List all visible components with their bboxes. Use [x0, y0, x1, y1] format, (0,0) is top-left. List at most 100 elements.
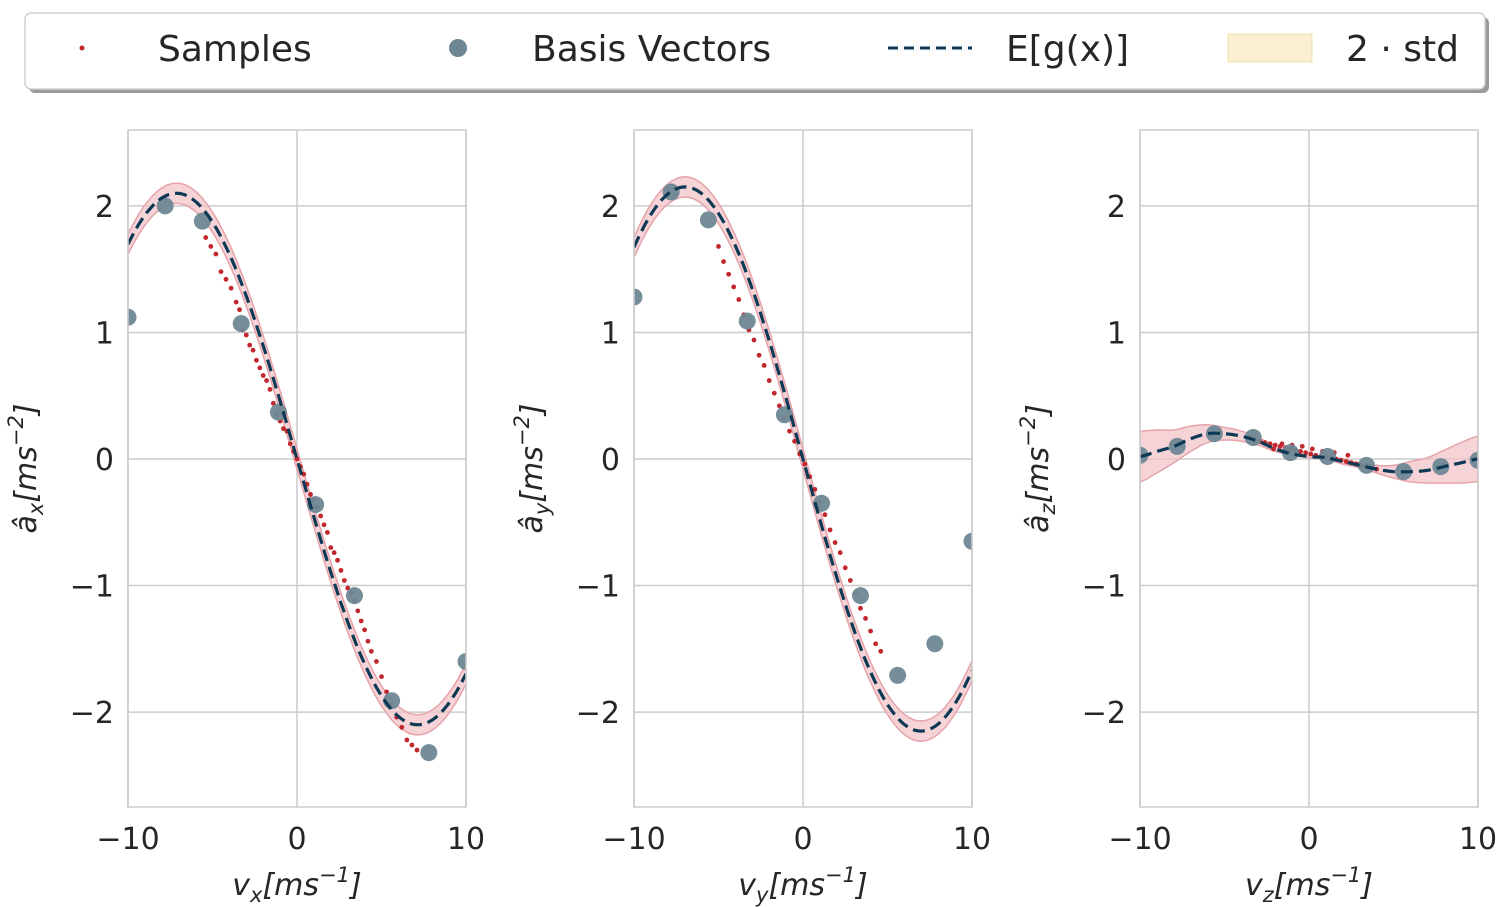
legend-label-basis: Basis Vectors	[532, 29, 771, 70]
y-axis-label: âx[ms−2]	[4, 403, 48, 533]
axes-frame	[127, 129, 467, 808]
sample-point	[308, 492, 313, 497]
basis-vector-point	[193, 212, 211, 230]
sample-point	[409, 742, 415, 748]
sample-point	[203, 235, 209, 240]
plot-area	[128, 182, 466, 762]
x-tick-label: 10	[1459, 822, 1497, 857]
sample-point	[223, 276, 229, 282]
plot-area	[634, 176, 972, 742]
x-tick-label: 0	[1299, 822, 1318, 857]
legend-frame	[24, 12, 1486, 90]
y-tick-label: −2	[576, 696, 620, 731]
y-tick-label: 1	[95, 316, 114, 351]
sample-point	[776, 403, 782, 409]
legend-label-band: 2 · std	[1346, 29, 1459, 70]
sample-point	[338, 567, 344, 573]
sample-point	[257, 365, 263, 371]
x-axis-label: vx[ms−1]	[232, 863, 361, 907]
sample-point	[863, 616, 868, 621]
sample-point	[1303, 450, 1309, 456]
sample-point	[1309, 446, 1315, 452]
sample-point	[837, 550, 843, 556]
y-tick-label: 2	[95, 190, 114, 225]
sample-point	[766, 378, 772, 383]
axes-frame	[633, 129, 973, 808]
sample-point	[756, 352, 762, 358]
basis-vector-point	[269, 403, 287, 421]
sample-point	[281, 426, 286, 432]
sample-point	[270, 400, 276, 406]
sample-point	[260, 373, 266, 378]
x-axis-label: vz[ms−1]	[1245, 863, 1373, 907]
y-tick-label: 1	[601, 316, 620, 351]
sample-point	[399, 724, 405, 730]
x-tick-label: −10	[96, 822, 159, 857]
sample-point	[1299, 443, 1305, 449]
y-tick-label: −1	[1082, 570, 1126, 605]
sample-point	[1279, 441, 1285, 447]
x-tick-label: 10	[953, 822, 991, 857]
basis-vector-point	[232, 315, 250, 333]
sample-point	[228, 285, 234, 291]
sample-point	[404, 737, 410, 743]
sample-point	[716, 244, 721, 249]
sample-point	[832, 540, 838, 545]
legend-label-mean: E[g(x)]	[1006, 29, 1129, 70]
sample-point	[414, 747, 420, 753]
x-tick-label: 10	[447, 822, 485, 857]
sample-point	[1343, 459, 1349, 464]
sample-point	[294, 456, 300, 462]
sample-point	[812, 486, 818, 492]
sample-point	[1298, 449, 1303, 454]
y-tick-label: −1	[576, 570, 620, 605]
y-tick-label: 1	[1107, 316, 1126, 351]
sample-point	[247, 342, 253, 348]
basis-vector-point	[889, 666, 907, 684]
sample-point	[325, 530, 330, 535]
y-tick-label: 2	[1107, 190, 1126, 225]
sample-point	[842, 565, 848, 571]
basis-vector-point	[420, 744, 438, 762]
mean-line	[128, 191, 466, 727]
plot-area	[1140, 424, 1478, 484]
sample-point	[1271, 446, 1276, 452]
legend-label-samples: Samples	[158, 29, 312, 70]
sample-point	[858, 605, 863, 611]
sample-point	[771, 390, 777, 396]
x-tick-label: 0	[793, 822, 812, 857]
basis-vector-point	[851, 587, 869, 605]
sample-point	[787, 428, 792, 434]
basis-vector-point	[738, 312, 756, 330]
legend-basis-marker	[449, 39, 467, 57]
sample-point	[1308, 451, 1314, 457]
basis-vector-point	[156, 197, 174, 215]
basis-vector-point	[128, 308, 137, 326]
sample-point	[1345, 452, 1351, 458]
basis-vector-point	[1281, 444, 1299, 462]
sample-point	[341, 578, 347, 583]
sample-point	[827, 527, 833, 533]
y-tick-label: −2	[1082, 696, 1126, 731]
sample-point	[802, 461, 808, 467]
sample-point	[213, 251, 219, 257]
y-tick-label: 0	[1107, 443, 1126, 478]
legend-band-swatch	[1227, 33, 1313, 63]
sample-point	[374, 659, 379, 664]
sample-point	[847, 578, 853, 583]
sample-point	[751, 337, 757, 343]
basis-vector-point	[1244, 428, 1262, 446]
sample-point	[328, 545, 334, 550]
sample-point	[318, 513, 324, 519]
sample-point	[822, 512, 828, 518]
sample-point	[287, 441, 293, 447]
sample-point	[267, 387, 273, 392]
sample-point	[264, 378, 269, 383]
sample-point	[379, 674, 384, 680]
sample-point	[254, 357, 259, 363]
sample-point	[233, 299, 239, 305]
sample-point	[243, 332, 249, 338]
mean-line	[1140, 431, 1478, 474]
